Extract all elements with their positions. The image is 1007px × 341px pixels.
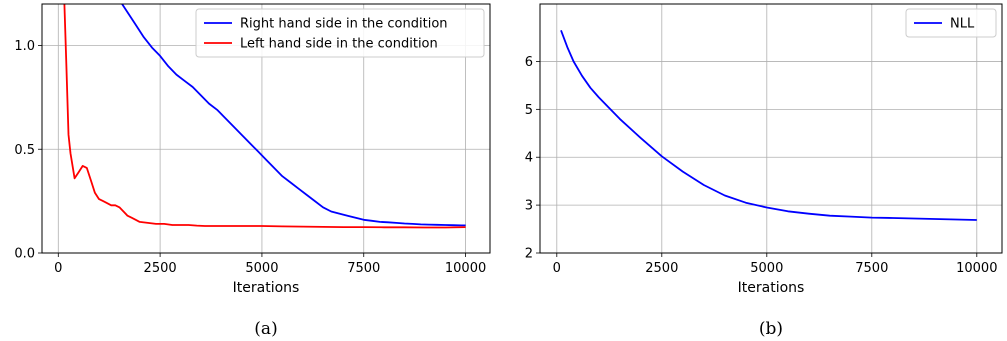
- panel-b-legend-label-1: NLL: [950, 17, 975, 32]
- panel-b-grid: [540, 4, 1002, 254]
- panel-a-y-tick-label: 0.0: [14, 247, 35, 262]
- panel-b-y-tick-label: 5: [525, 103, 533, 118]
- panel-a-legend-box: [195, 8, 485, 58]
- panel-b-x-tick-label: 10000: [956, 261, 997, 276]
- panel-a-legend: Right hand side in the condition Left han…: [195, 8, 485, 58]
- panel-a-x-tick-label: 10000: [445, 261, 486, 276]
- panel-b-series-line-1: [560, 29, 977, 221]
- panel-a-plot-frame: [41, 3, 491, 254]
- panel-b-x-tick-label: 2500: [645, 261, 678, 276]
- panel-a-series-line-1: [121, 4, 466, 227]
- panel-b-x-tick-label: 7500: [855, 261, 888, 276]
- panel-b-legend-box: [905, 8, 997, 38]
- panel-b-legend: NLL: [905, 8, 997, 38]
- panel-b-plot-frame: [539, 3, 1003, 254]
- panel-a: 0 2500 5000 7500 10000 0.0 0.5 1.0 Iterations (…: [14, 3, 491, 339]
- panel-a-x-tick-label: 2500: [144, 261, 177, 276]
- panel-b: 0 2500 5000 7500 10000 2 3 4 5 6 Iterations (b) N…: [525, 3, 1003, 339]
- panel-b-x-axis-label: Iterations: [738, 280, 805, 296]
- panel-b-y-tick-label: 6: [525, 55, 533, 70]
- panel-a-legend-label-2: Left hand side in the condition: [240, 37, 438, 52]
- panel-b-x-tick-label: 5000: [750, 261, 783, 276]
- panel-b-ticks: 0 2500 5000 7500 10000 2 3 4 5 6: [525, 55, 998, 276]
- panel-a-y-tick-label: 1.0: [14, 39, 35, 54]
- panel-b-y-tick-label: 2: [525, 247, 533, 262]
- panel-b-caption: (b): [759, 319, 783, 339]
- panel-b-series-layer: [560, 29, 977, 221]
- panel-b-y-tick-label: 3: [525, 199, 533, 214]
- panel-a-legend-label-1: Right hand side in the condition: [240, 17, 448, 32]
- panel-a-caption: (a): [254, 319, 277, 339]
- panel-b-x-tick-label: 0: [553, 261, 561, 276]
- panel-a-ticks: 0 2500 5000 7500 10000 0.0 0.5 1.0: [14, 39, 486, 276]
- panel-a-series-layer: [63, 4, 466, 229]
- panel-a-x-tick-label: 7500: [347, 261, 380, 276]
- panel-a-y-tick-label: 0.5: [14, 143, 35, 158]
- panel-a-x-axis-label: Iterations: [233, 280, 300, 296]
- panel-a-x-tick-label: 5000: [245, 261, 278, 276]
- panel-b-y-tick-label: 4: [525, 151, 533, 166]
- panel-a-series-line-2: [63, 4, 466, 229]
- panel-a-x-tick-label: 0: [54, 261, 62, 276]
